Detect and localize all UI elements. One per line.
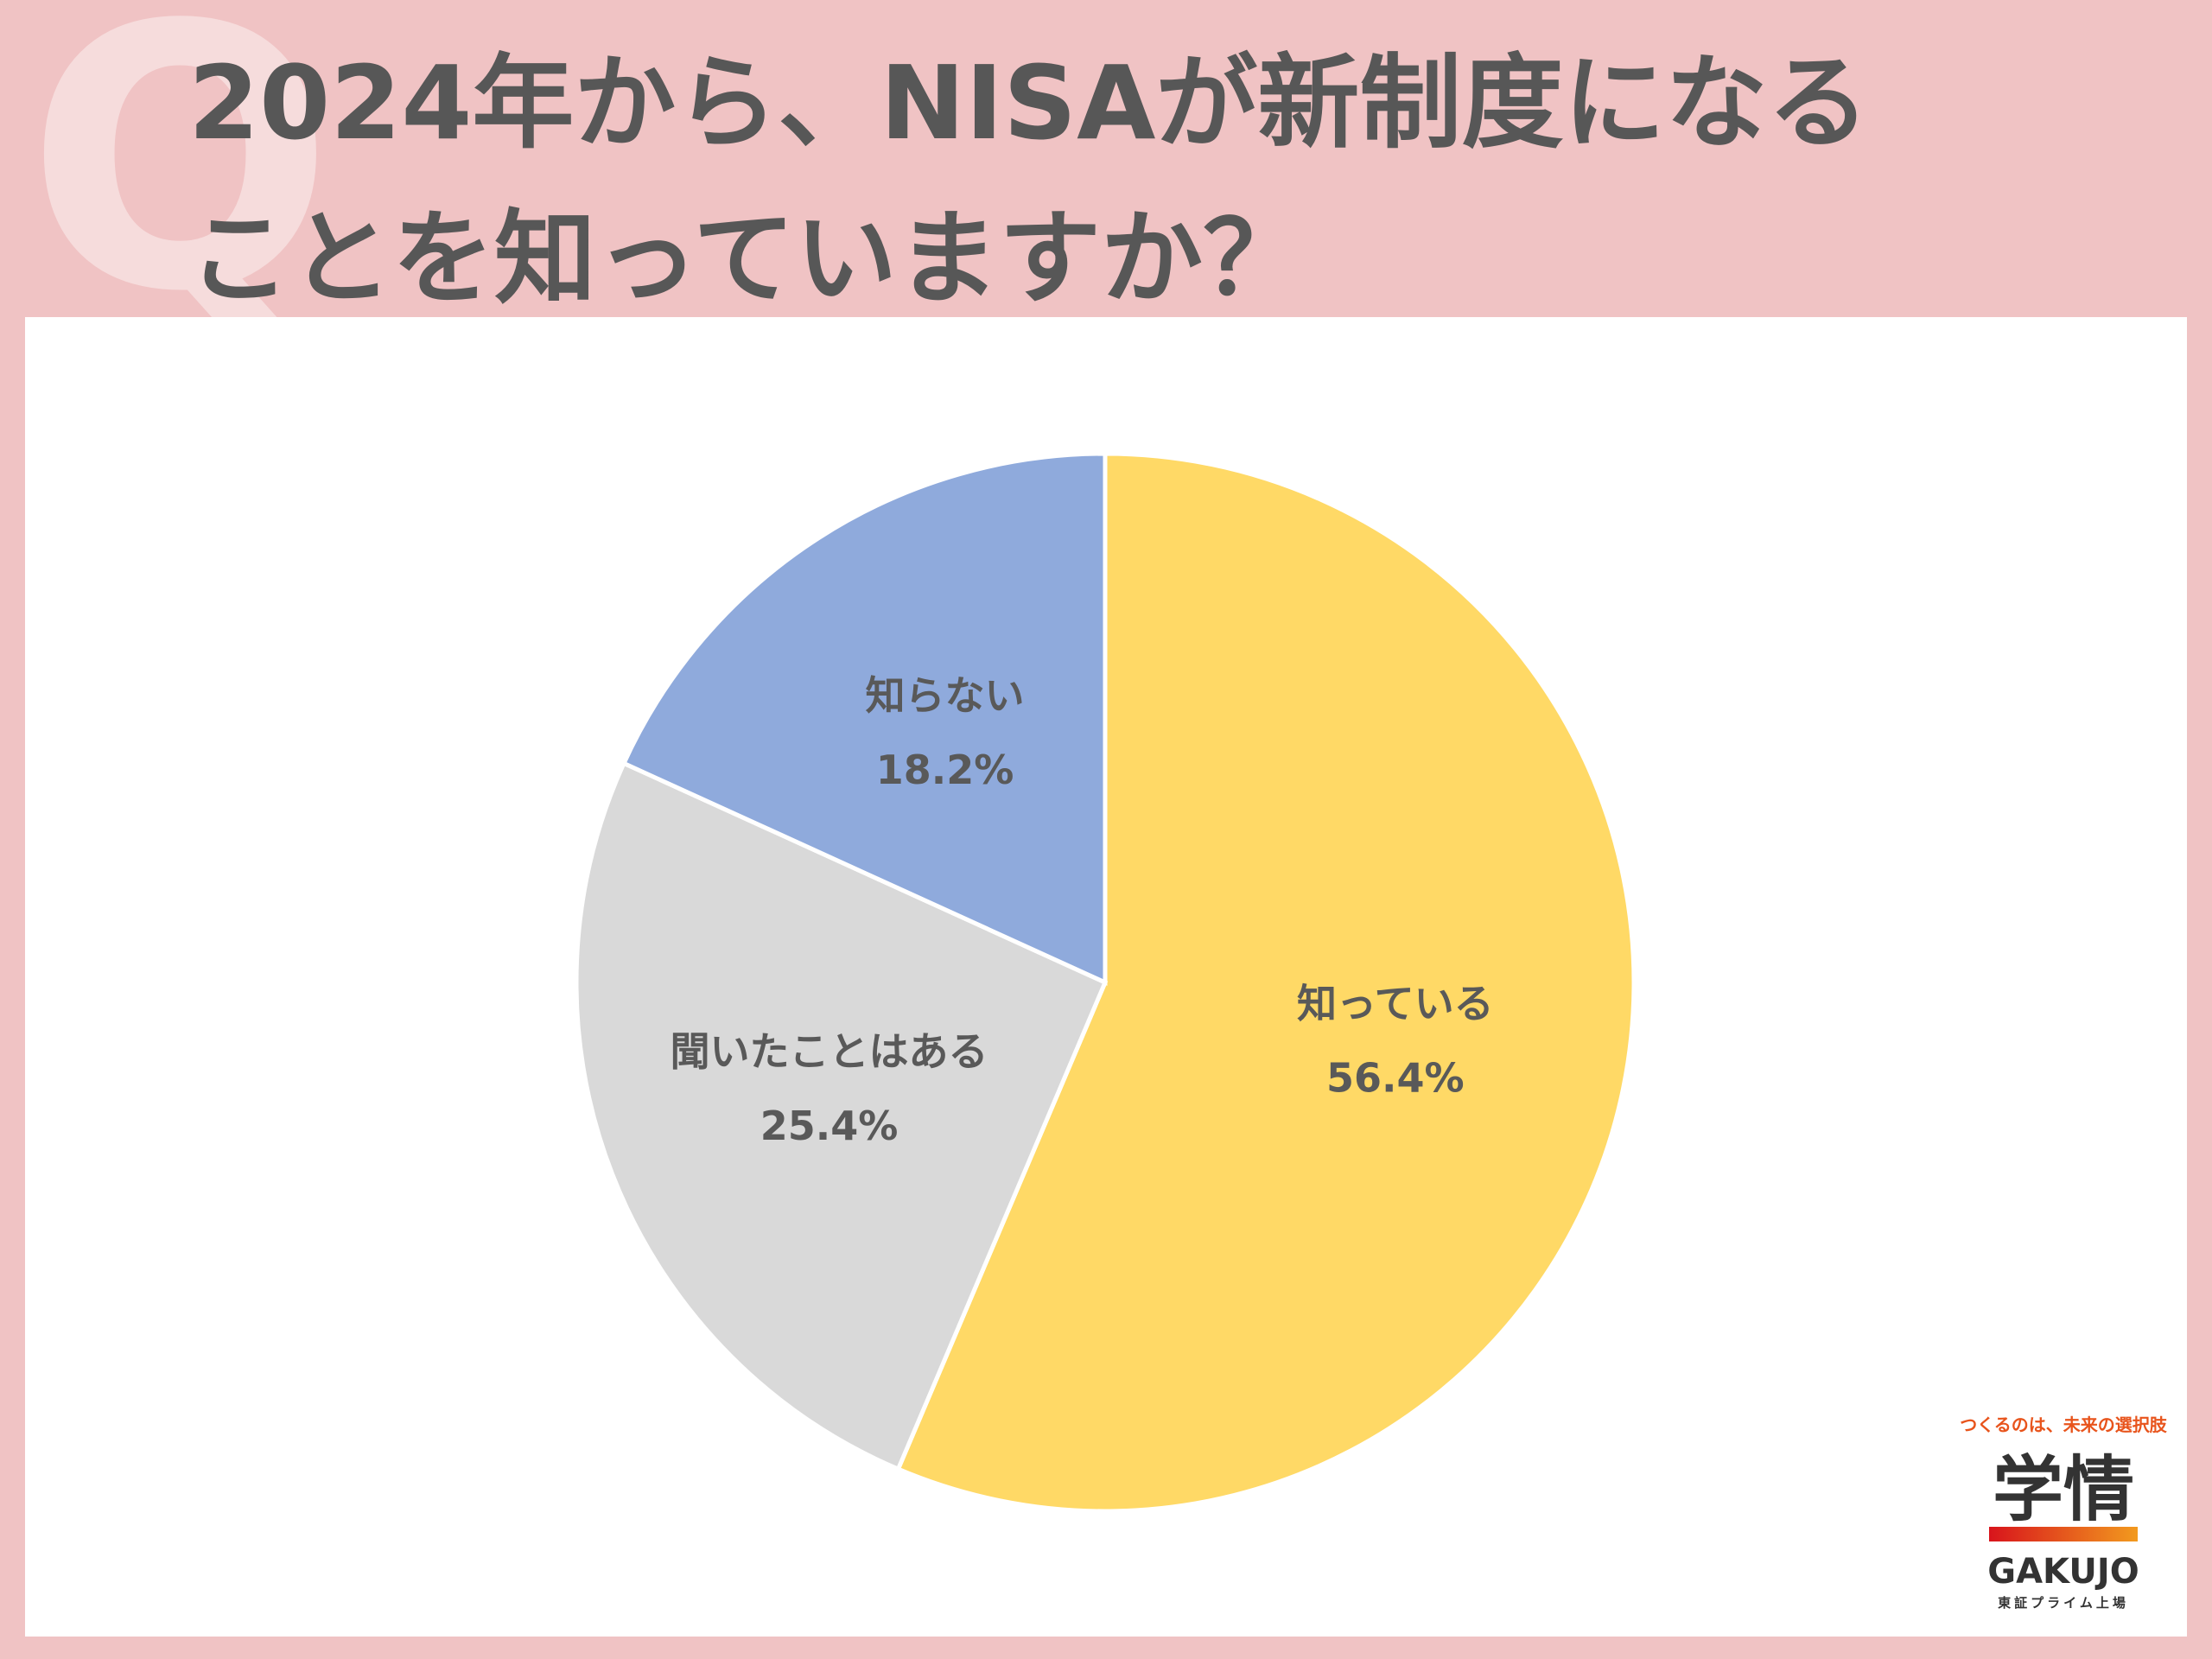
watermark: Q	[26, 0, 334, 372]
logo-tagline: つくるのは、未来の選択肢	[1960, 1414, 2168, 1435]
pie-slice	[574, 760, 1109, 1472]
pie: 知っている 56.4% 聞いたことはある 25.4% 知らない 18.2%	[574, 451, 1637, 1514]
logo: つくるのは、未来の選択肢 学情 GAKUJO 東証プライム上場	[1960, 1414, 2168, 1611]
logo-note: 東証プライム上場	[1998, 1595, 2129, 1611]
value-label: 25.4%	[760, 1103, 899, 1149]
slice-label: 聞いたことはある	[671, 1028, 988, 1075]
logo-roman: GAKUJO	[1987, 1552, 2139, 1592]
pie-slice	[620, 451, 1108, 986]
pie-slice	[895, 451, 1637, 1514]
value-label: 56.4%	[1326, 1054, 1465, 1101]
logo-bar	[1989, 1527, 2138, 1541]
slice-label: 知っている	[1297, 980, 1494, 1027]
logo-name: 学情	[1993, 1449, 2134, 1531]
value-label: 18.2%	[876, 747, 1014, 793]
slice-label: 知らない	[866, 672, 1025, 719]
chart-title: 2024年から、NISAが新制度になる	[188, 43, 1869, 162]
chart-title: ことを知っていますか？	[188, 199, 1305, 318]
